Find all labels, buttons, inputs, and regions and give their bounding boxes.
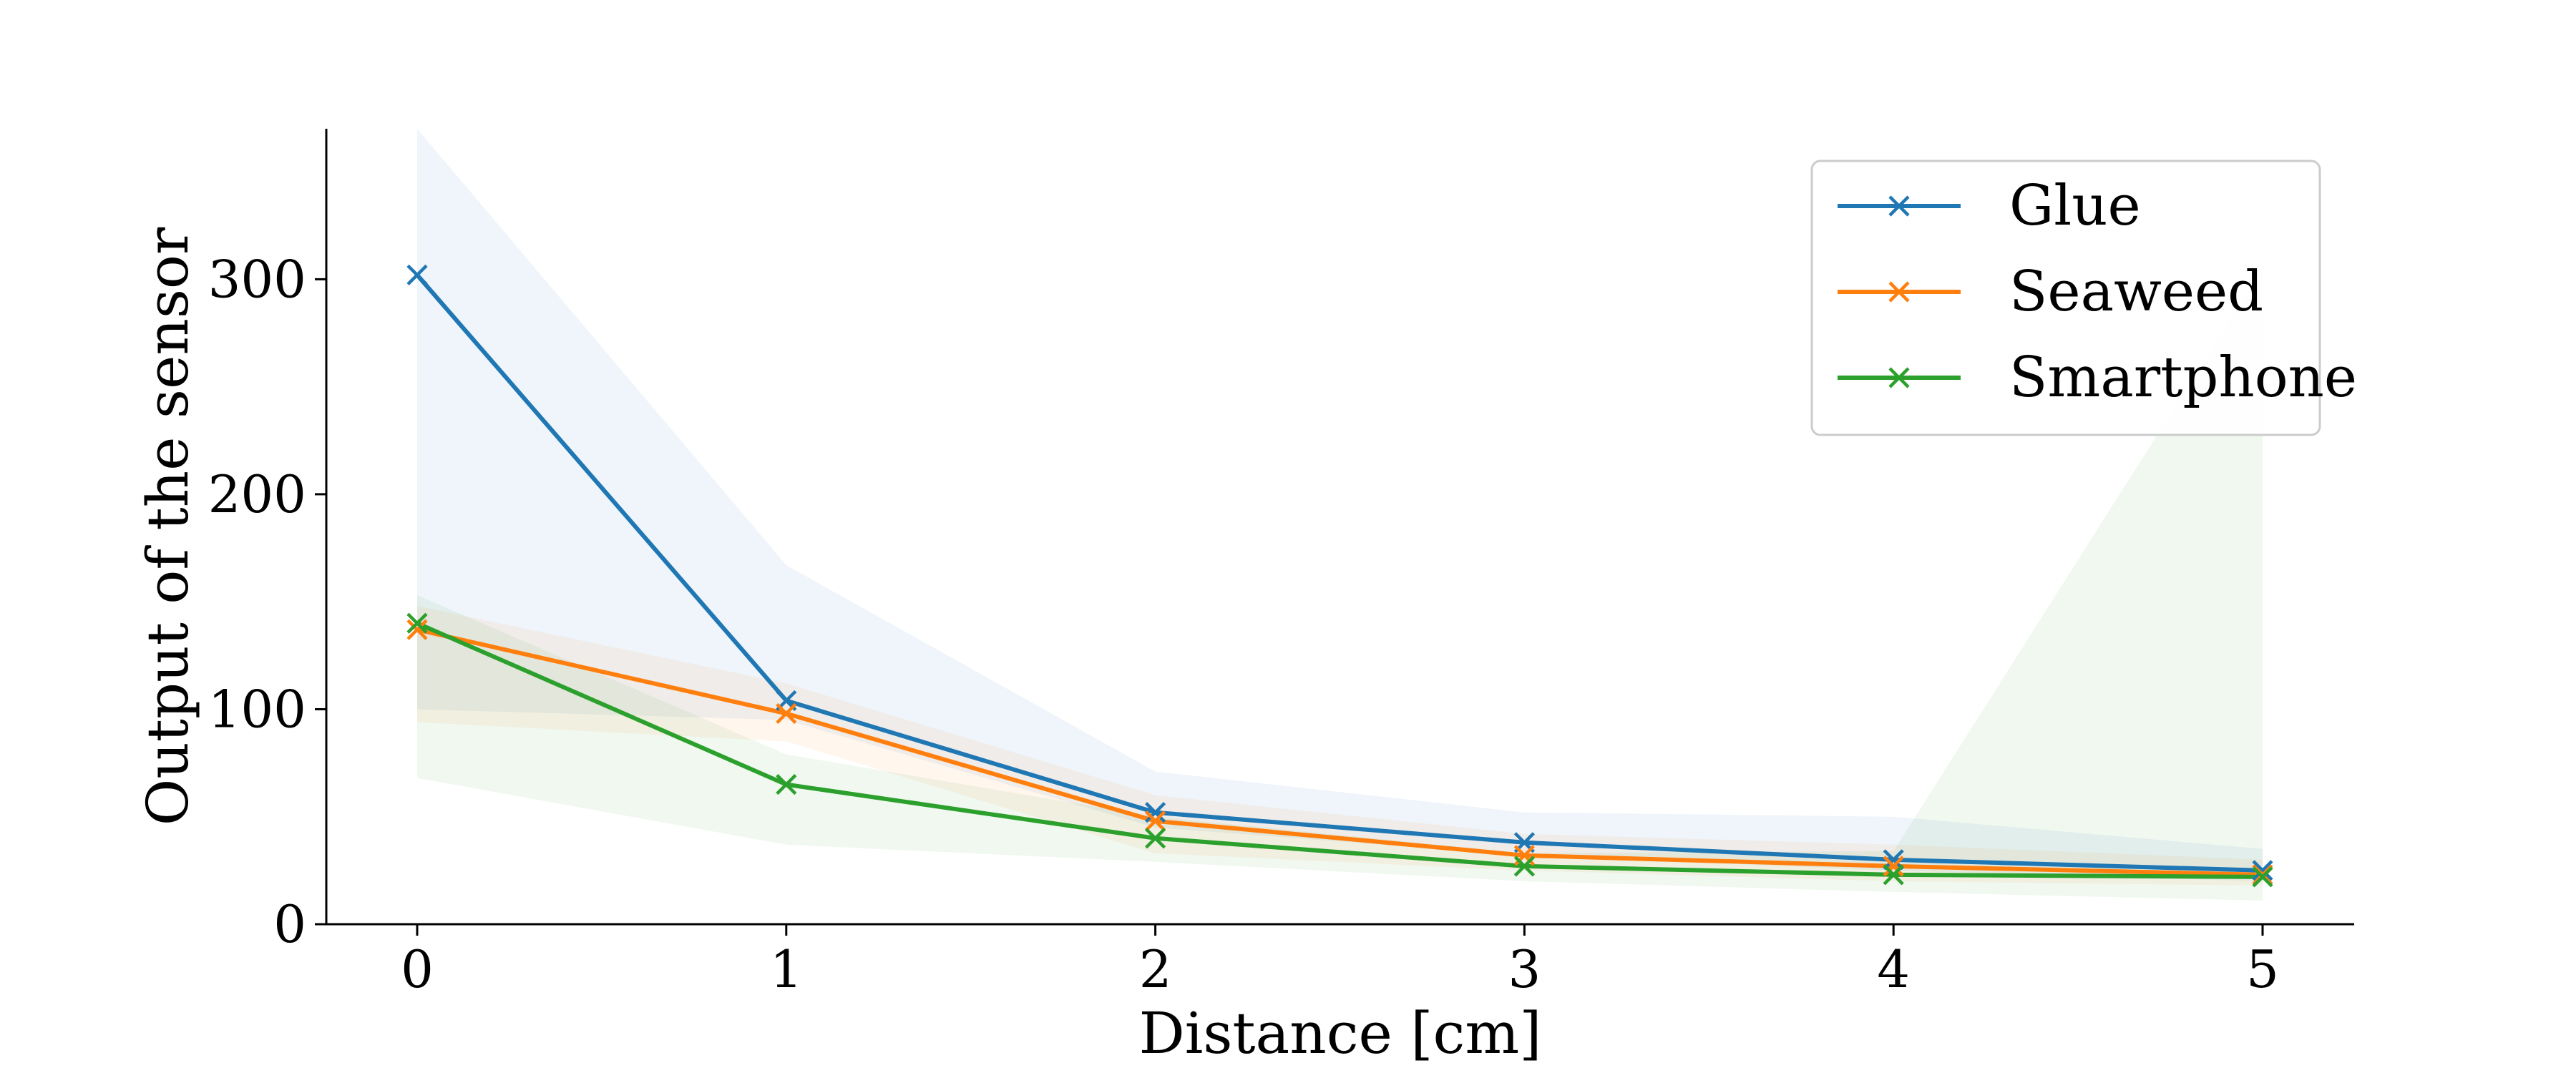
marker-glue-2 [1145,802,1166,823]
legend-marker-glue [1888,195,1910,217]
marker-smartphone-0 [406,612,428,634]
x-axis-title: Distance [cm] [1139,1000,1542,1067]
x-ticks: 0 1 2 3 4 5 [401,924,2279,999]
legend: Glue Seaweed Smartphone [1810,160,2357,436]
marker-seaweed-0 [406,619,428,640]
x-tick-label: 5 [2246,939,2279,999]
line-glue [415,273,2263,873]
line-seaweed [416,627,2263,877]
marker-smartphone-4 [1883,864,1904,886]
band-smartphone [417,268,2263,901]
marker-glue-5 [2252,860,2273,881]
y-tick-label: 0 [273,894,306,954]
x-tick-label: 3 [1508,939,1541,999]
marker-glue-0 [406,264,428,285]
y-tick-label: 100 [208,679,306,739]
x-tick-label: 1 [770,939,803,999]
y-ticks: 0 100 200 300 [208,249,326,954]
x-tick-label: 4 [1877,939,1910,999]
y-axis-title: Output of the sensor [135,227,201,825]
marker-smartphone-3 [1513,856,1535,877]
legend-marker-smartphone [1888,367,1910,388]
marker-smartphone-2 [1145,828,1166,849]
marker-seaweed-1 [776,702,797,725]
legend-label-seaweed: Seaweed [2009,260,2263,324]
band-glue [417,129,2263,881]
marker-smartphone-1 [776,774,797,795]
marker-glue-4 [1883,849,1904,871]
series-markers [406,264,2273,888]
marker-seaweed-4 [1883,856,1904,877]
legend-marker-seaweed [1888,281,1910,303]
marker-seaweed-2 [1145,810,1166,832]
legend-frame [1810,160,2321,436]
legend-label-smartphone: Smartphone [2009,346,2357,410]
series-lines [415,273,2263,879]
x-tick-label: 0 [401,939,434,999]
legend-label-glue: Glue [2009,174,2141,238]
line-smartphone [416,621,2263,879]
y-tick-label: 300 [208,249,306,309]
marker-smartphone-5 [2252,866,2273,888]
x-tick-label: 2 [1139,939,1172,999]
y-tick-label: 200 [208,464,306,524]
